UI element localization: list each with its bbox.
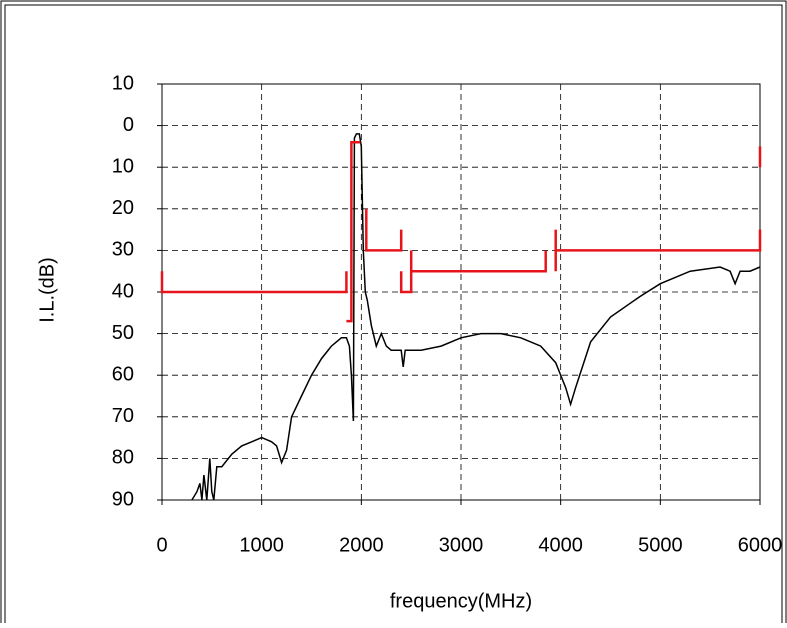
y-tick-label: 90 — [112, 488, 134, 510]
y-axis-label: I.L.(dB) — [36, 257, 58, 323]
y-tick-label: 60 — [112, 363, 134, 385]
inner-frame — [4, 4, 783, 628]
y-tick-label: 30 — [112, 239, 134, 261]
x-tick-label: 2000 — [339, 534, 384, 556]
series-line — [191, 133, 761, 501]
y-tick-label: 50 — [112, 322, 134, 344]
x-tick-label: 0 — [156, 534, 167, 556]
y-tick-label: 10 — [112, 72, 134, 94]
marks — [160, 133, 762, 501]
y-tick-label: 10 — [112, 155, 134, 177]
x-tick-label: 4000 — [538, 534, 583, 556]
x-tick-label: 1000 — [239, 534, 284, 556]
x-axis-label: frequency(MHz) — [390, 590, 532, 612]
x-tick-label: 6000 — [738, 534, 783, 556]
series-line — [160, 140, 762, 323]
y-tick-label: 0 — [123, 114, 134, 136]
x-tick-label: 3000 — [439, 534, 484, 556]
grid — [157, 83, 761, 505]
y-tick-label: 70 — [112, 405, 134, 427]
y-tick-label: 20 — [112, 197, 134, 219]
y-tick-label: 80 — [112, 447, 134, 469]
y-tick-label: 40 — [112, 280, 134, 302]
x-tick-label: 5000 — [638, 534, 683, 556]
